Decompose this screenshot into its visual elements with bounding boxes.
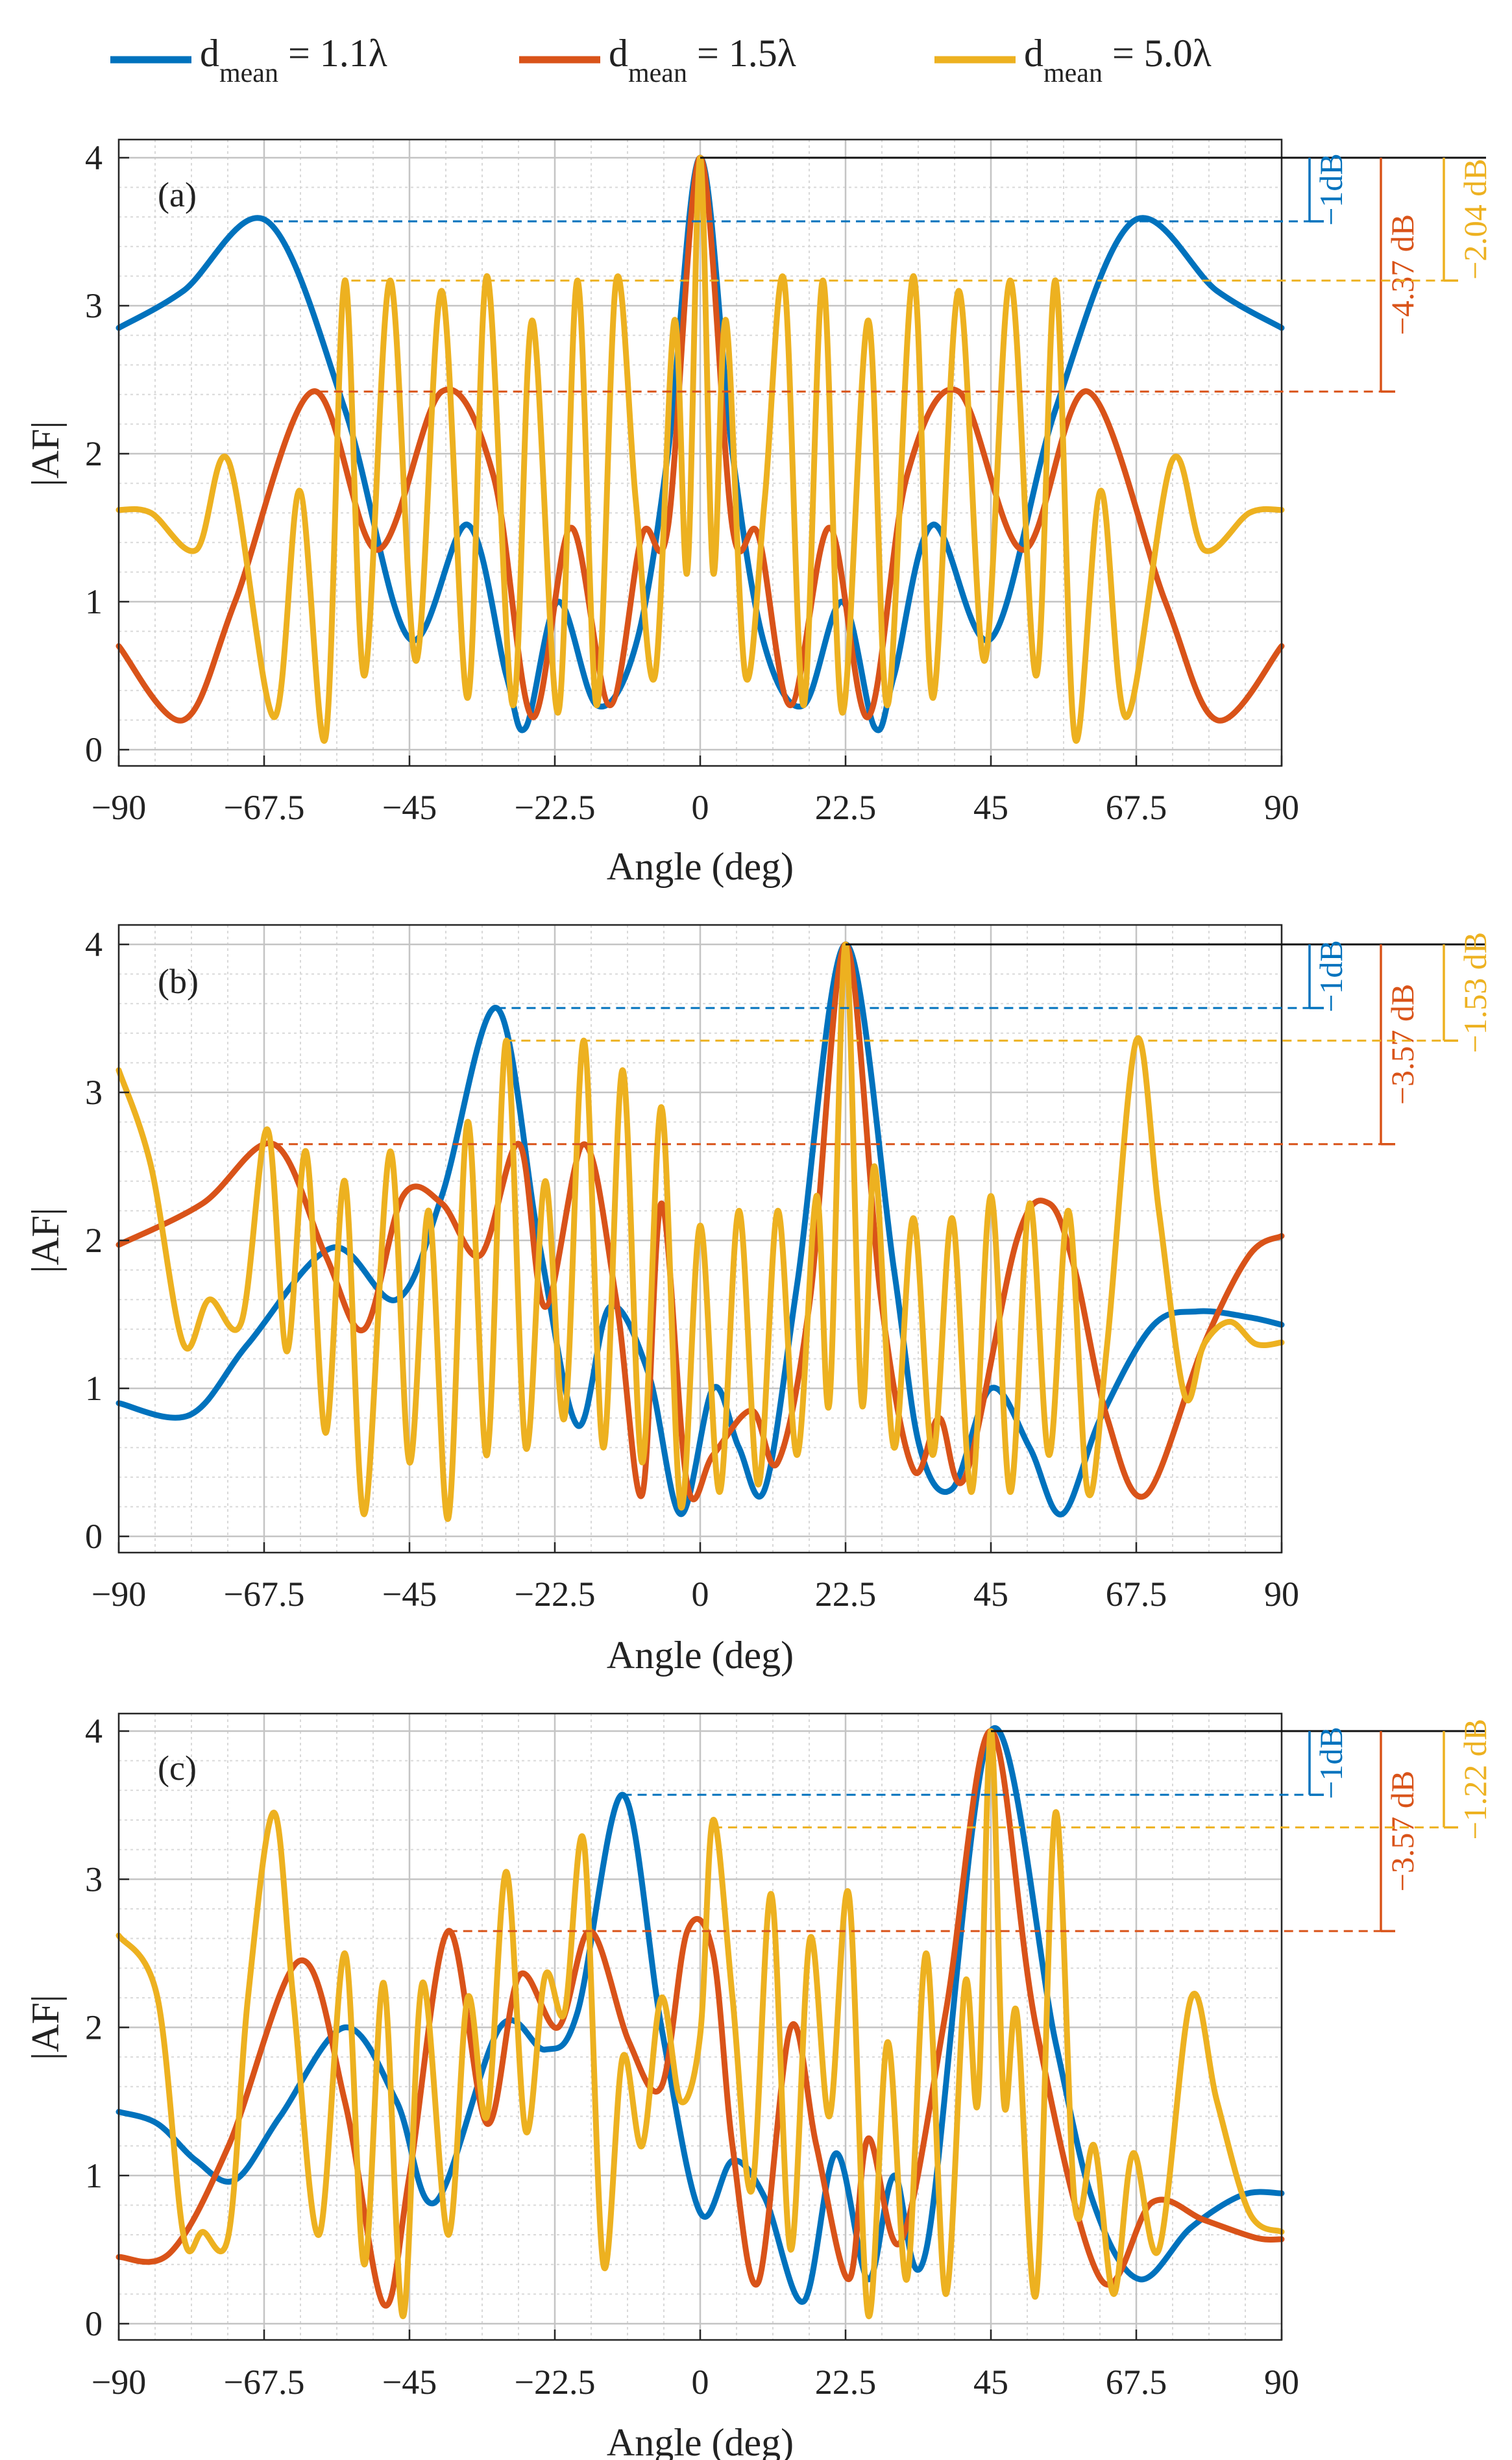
y-tick-label: 2 [85, 2008, 103, 2047]
legend-label-1: dmean = 1.1λ [200, 32, 387, 88]
x-tick-label: 22.5 [815, 788, 877, 827]
y-tick-label: 4 [85, 925, 103, 964]
series-line-1 [116, 941, 1285, 1518]
y-tick-label: 2 [85, 1221, 103, 1260]
subplot-b: −90 −67.5 −45 −22.5 0 22.5 45 67.5 90 0 1 2 3 4 Angle … [24, 924, 1493, 1677]
db-annotation-2: −3.57 dB [1384, 984, 1421, 1105]
db-annotation-1: −1dB [1313, 153, 1349, 226]
x-tick-label: −67.5 [224, 2363, 305, 2402]
ticks: −90 −67.5 −45 −22.5 0 22.5 45 67.5 90 0 1 2 3 4 [85, 925, 1299, 1614]
x-tick-label: 0 [692, 788, 709, 827]
x-tick-label: −67.5 [224, 788, 305, 827]
y-tick-label: 4 [85, 138, 103, 177]
x-tick-label: 0 [692, 1575, 709, 1614]
x-tick-label: −90 [91, 788, 146, 827]
y-tick-label: 1 [85, 2156, 103, 2195]
x-tick-label: 67.5 [1106, 788, 1167, 827]
panel-label: (c) [158, 1749, 197, 1788]
series-line-3 [116, 941, 1285, 1522]
x-tick-label: 90 [1264, 788, 1299, 827]
y-tick-label: 3 [85, 1860, 103, 1899]
db-annotation-2: −4.37 dB [1384, 214, 1421, 336]
grid [117, 925, 1283, 1553]
subplot-a: −90 −67.5 −45 −22.5 0 22.5 45 67.5 90 0 1 2 3 4 Angle … [24, 138, 1493, 888]
x-tick-label: −90 [91, 2363, 146, 2402]
db-annotation-3: −1.22 dB [1457, 1719, 1493, 1840]
x-tick-label: 22.5 [815, 1575, 877, 1614]
x-tick-label: −22.5 [515, 2363, 596, 2402]
db-annotation-1: −1dB [1313, 940, 1349, 1013]
y-tick-label: 1 [85, 1369, 103, 1408]
y-tick-label: 4 [85, 1712, 103, 1751]
x-tick-label: 67.5 [1106, 1575, 1167, 1614]
legend: dmean = 1.1λ dmean = 1.5λ dmean = 5.0λ [110, 32, 1212, 88]
legend-label-2: dmean = 1.5λ [609, 32, 796, 88]
x-axis-label: Angle (deg) [607, 845, 794, 888]
x-tick-label: 45 [973, 1575, 1008, 1614]
x-tick-label: −45 [382, 788, 437, 827]
x-tick-label: 90 [1264, 1575, 1299, 1614]
y-axis-label: |AF| [24, 1208, 67, 1273]
x-tick-label: 45 [973, 2363, 1008, 2402]
y-tick-label: 3 [85, 1073, 103, 1112]
series-line-2 [116, 941, 1285, 1503]
x-tick-label: 90 [1264, 2363, 1299, 2402]
db-annotation-2: −3.57 dB [1384, 1771, 1421, 1892]
x-tick-label: 67.5 [1106, 2363, 1167, 2402]
panel-label: (a) [158, 175, 197, 214]
y-axis-label: |AF| [24, 1995, 67, 2060]
subplot-c: −90 −67.5 −45 −22.5 0 22.5 45 67.5 90 0 1 2 3 4 Angle … [24, 1712, 1493, 2460]
x-tick-label: 0 [692, 2363, 709, 2402]
y-axis-label: |AF| [24, 421, 67, 487]
x-tick-label: 45 [973, 788, 1008, 827]
db-annotation-3: −2.04 dB [1457, 158, 1493, 280]
y-tick-label: 0 [85, 1517, 103, 1556]
ticks: −90 −67.5 −45 −22.5 0 22.5 45 67.5 90 0 1 2 3 4 [85, 1712, 1299, 2402]
x-axis-label: Angle (deg) [607, 2421, 794, 2460]
y-tick-label: 3 [85, 286, 103, 325]
series-line-3 [116, 1728, 1285, 2320]
y-tick-label: 0 [85, 2304, 103, 2343]
y-tick-label: 0 [85, 730, 103, 769]
legend-label-3: dmean = 5.0λ [1024, 32, 1212, 88]
x-tick-label: −22.5 [515, 788, 596, 827]
x-tick-label: −90 [91, 1575, 146, 1614]
y-tick-label: 1 [85, 582, 103, 621]
series-line-2 [116, 1728, 1285, 2309]
x-tick-label: −22.5 [515, 1575, 596, 1614]
y-tick-label: 2 [85, 434, 103, 473]
x-tick-label: −45 [382, 2363, 437, 2402]
db-annotation-1: −1dB [1313, 1727, 1349, 1799]
x-axis-label: Angle (deg) [607, 1634, 794, 1677]
ticks: −90 −67.5 −45 −22.5 0 22.5 45 67.5 90 0 1 2 3 4 [85, 138, 1299, 827]
x-tick-label: −67.5 [224, 1575, 305, 1614]
x-tick-label: −45 [382, 1575, 437, 1614]
db-annotation-3: −1.53 dB [1457, 932, 1493, 1053]
x-tick-label: 22.5 [815, 2363, 877, 2402]
panel-label: (b) [158, 962, 199, 1001]
